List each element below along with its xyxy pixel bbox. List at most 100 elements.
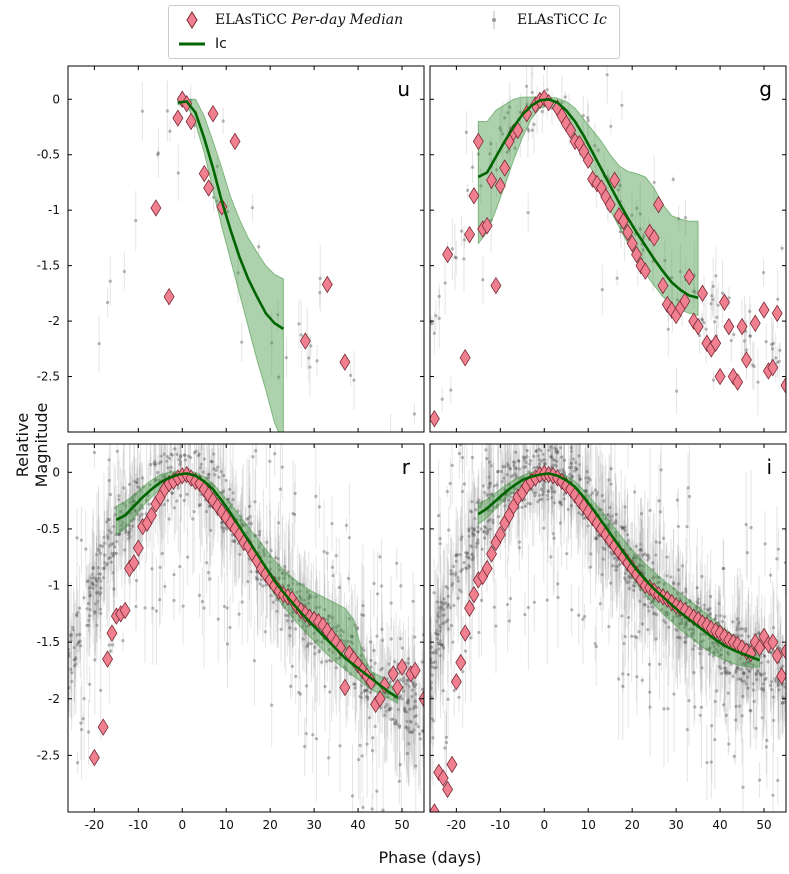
data-point bbox=[775, 557, 779, 561]
data-point bbox=[367, 716, 371, 720]
data-point bbox=[538, 493, 542, 497]
data-point bbox=[350, 634, 355, 639]
data-point bbox=[200, 600, 204, 604]
data-point bbox=[520, 505, 524, 510]
data-point bbox=[97, 342, 101, 346]
data-point bbox=[220, 521, 224, 525]
data-point bbox=[593, 642, 597, 646]
data-point bbox=[446, 602, 450, 607]
data-point bbox=[466, 551, 470, 555]
data-point bbox=[523, 393, 526, 396]
data-point bbox=[413, 684, 417, 689]
data-point bbox=[318, 291, 322, 295]
data-point bbox=[591, 376, 594, 379]
data-point bbox=[506, 111, 510, 115]
data-point bbox=[400, 646, 404, 650]
data-point bbox=[88, 593, 92, 597]
data-point bbox=[716, 643, 720, 648]
data-point bbox=[598, 602, 602, 606]
data-point bbox=[614, 568, 618, 572]
data-point bbox=[482, 530, 487, 534]
data-point bbox=[364, 695, 369, 699]
data-point bbox=[435, 628, 439, 633]
data-point bbox=[444, 620, 448, 624]
data-point bbox=[481, 278, 485, 282]
data-point bbox=[532, 491, 536, 495]
data-point bbox=[761, 686, 765, 691]
data-point bbox=[414, 714, 418, 718]
data-point bbox=[85, 607, 89, 611]
data-point bbox=[676, 614, 681, 618]
data-point bbox=[736, 622, 740, 627]
data-point bbox=[596, 148, 600, 152]
data-point bbox=[711, 641, 716, 645]
data-point bbox=[550, 455, 554, 460]
data-point bbox=[201, 470, 205, 474]
data-point bbox=[185, 492, 189, 496]
data-point bbox=[405, 710, 409, 714]
data-point bbox=[112, 524, 116, 529]
data-point bbox=[297, 690, 301, 695]
data-point bbox=[728, 671, 732, 676]
data-point bbox=[453, 255, 457, 259]
data-point bbox=[621, 672, 625, 676]
data-point bbox=[124, 530, 128, 535]
data-point bbox=[640, 568, 644, 573]
data-point bbox=[554, 448, 558, 453]
data-point bbox=[746, 686, 750, 690]
data-point bbox=[296, 582, 300, 586]
data-point bbox=[601, 557, 605, 561]
data-point bbox=[384, 709, 388, 713]
data-point bbox=[156, 368, 159, 371]
data-point bbox=[334, 657, 338, 661]
data-point bbox=[297, 618, 301, 622]
data-point bbox=[121, 486, 126, 490]
data-point bbox=[715, 689, 719, 693]
data-point bbox=[586, 524, 590, 528]
data-point bbox=[334, 666, 338, 670]
data-point bbox=[442, 613, 446, 617]
data-point bbox=[486, 519, 490, 524]
data-point bbox=[734, 669, 738, 673]
data-point bbox=[363, 689, 367, 693]
data-point bbox=[550, 496, 554, 500]
data-point bbox=[571, 457, 576, 461]
median-diamond bbox=[481, 216, 493, 235]
data-point bbox=[578, 477, 583, 481]
data-point bbox=[727, 742, 731, 746]
median-diamond bbox=[203, 179, 215, 197]
data-point bbox=[432, 331, 436, 335]
median-diamond bbox=[521, 104, 533, 123]
data-point bbox=[360, 691, 364, 695]
data-point bbox=[742, 339, 747, 343]
data-point bbox=[614, 521, 618, 525]
data-point bbox=[476, 525, 480, 529]
data-points-i bbox=[430, 376, 786, 812]
data-point bbox=[465, 188, 470, 192]
data-point bbox=[609, 467, 613, 471]
data-point bbox=[764, 745, 768, 749]
data-point bbox=[675, 389, 679, 393]
data-point bbox=[342, 639, 347, 643]
data-point bbox=[483, 525, 487, 529]
data-point bbox=[450, 581, 455, 585]
data-point bbox=[622, 526, 626, 530]
y-tick-label: -2.5 bbox=[37, 370, 60, 384]
data-point bbox=[450, 463, 454, 467]
data-point bbox=[68, 654, 71, 658]
data-point bbox=[701, 632, 705, 636]
data-point bbox=[680, 617, 684, 621]
data-point bbox=[412, 715, 417, 719]
data-point bbox=[446, 697, 450, 701]
data-point bbox=[151, 606, 155, 610]
data-point bbox=[675, 298, 680, 302]
data-point bbox=[320, 660, 324, 664]
data-point bbox=[318, 605, 322, 609]
data-point bbox=[457, 451, 461, 456]
data-point bbox=[683, 216, 688, 220]
data-point bbox=[752, 699, 756, 703]
data-point bbox=[684, 589, 688, 594]
data-point bbox=[297, 322, 301, 326]
data-point bbox=[94, 578, 98, 583]
median-diamond bbox=[132, 539, 144, 557]
